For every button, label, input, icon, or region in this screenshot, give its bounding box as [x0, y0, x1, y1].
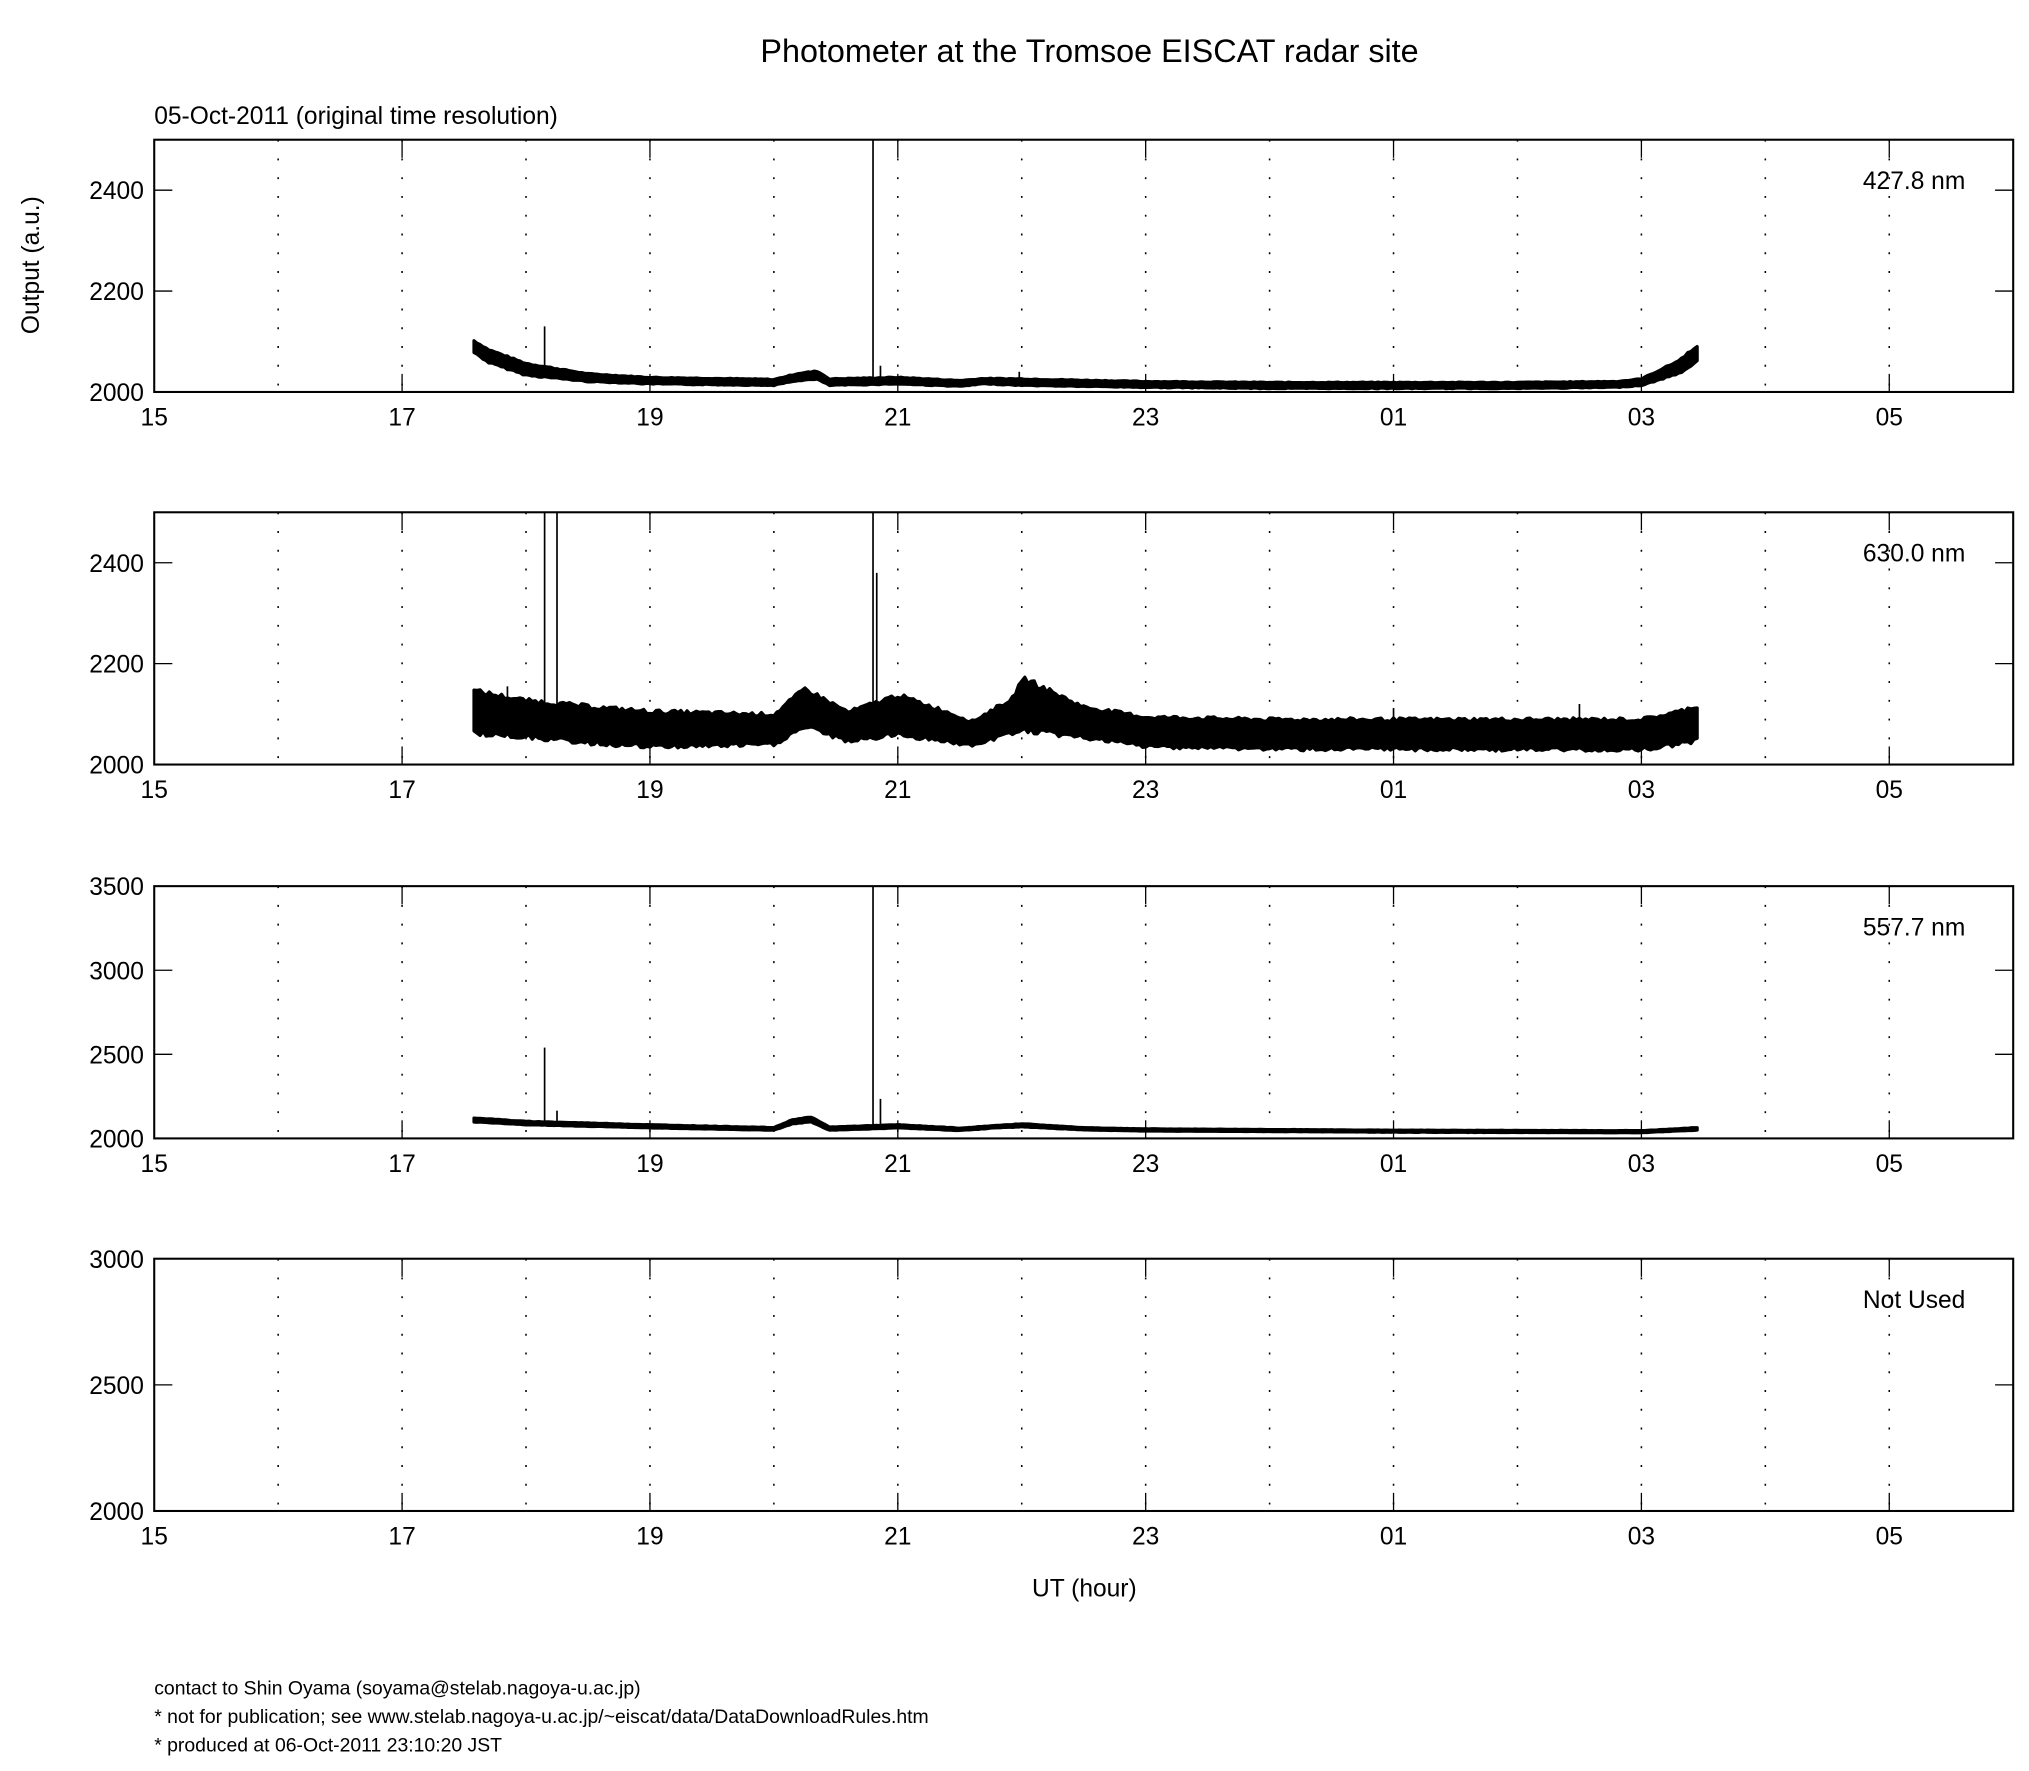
- x-tick-label: 21: [884, 1524, 911, 1551]
- x-tick-label: 21: [884, 405, 911, 432]
- x-tick-label: 19: [636, 1151, 663, 1178]
- chart-title: Photometer at the Tromsoe EISCAT radar s…: [760, 33, 1418, 69]
- x-axis-label: UT (hour): [1032, 1575, 1137, 1602]
- y-tick-label: 2200: [89, 279, 144, 306]
- x-tick-label: 19: [636, 405, 663, 432]
- footer-publication-note: * not for publication; see www.stelab.na…: [154, 1706, 928, 1728]
- panel-frame: [153, 1257, 2015, 1513]
- x-tick-label: 19: [636, 1524, 663, 1551]
- y-tick-label: 2400: [89, 551, 144, 578]
- x-tick-label: 03: [1628, 1151, 1655, 1178]
- x-tick-label: 23: [1132, 1524, 1159, 1551]
- data-series-557-7-nm: [472, 1115, 1699, 1135]
- x-tick-label: 01: [1380, 1151, 1407, 1178]
- x-tick-label: 15: [141, 1524, 168, 1551]
- data-series-630-0-nm: [472, 675, 1699, 753]
- panels: 15 17 19 21 23 01 03 05 2000 2200 2400 427.8 nm 15 17…: [89, 138, 2015, 1551]
- x-tick-label: 19: [636, 777, 663, 804]
- panel-frame: [153, 511, 2015, 766]
- x-tick-label: 05: [1876, 405, 1903, 432]
- y-tick-label: 2000: [89, 1499, 144, 1526]
- panel-frame: [153, 138, 2015, 394]
- data-series-427-8-nm: [472, 339, 1699, 391]
- panel-3: 15 17 19 21 23 01 03 05 2000 2500 3000 3500 557.7 nm: [89, 874, 2015, 1178]
- x-tick-label: 01: [1380, 777, 1407, 804]
- y-axis-label: Output (a.u.): [18, 196, 45, 334]
- x-tick-label: 01: [1380, 1524, 1407, 1551]
- y-tick-label: 3000: [89, 1247, 144, 1274]
- panel-wavelength-label: Not Used: [1863, 1287, 1965, 1314]
- x-tick-label: 05: [1876, 777, 1903, 804]
- x-tick-label: 17: [388, 405, 415, 432]
- x-tick-label: 21: [884, 777, 911, 804]
- x-tick-label: 23: [1132, 405, 1159, 432]
- y-tick-label: 2000: [89, 753, 144, 780]
- x-tick-label: 03: [1628, 1524, 1655, 1551]
- x-tick-label: 23: [1132, 777, 1159, 804]
- panel-wavelength-label: 630.0 nm: [1863, 540, 1965, 567]
- x-tick-label: 21: [884, 1151, 911, 1178]
- x-tick-label: 15: [141, 1151, 168, 1178]
- x-tick-label: 17: [388, 777, 415, 804]
- x-tick-label: 03: [1628, 405, 1655, 432]
- x-tick-label: 17: [388, 1524, 415, 1551]
- panel-frame: [153, 885, 2015, 1140]
- panel-2: 15 17 19 21 23 01 03 05 2000 2200 2400 630.0 nm: [89, 511, 2015, 804]
- x-tick-label: 15: [141, 777, 168, 804]
- x-tick-label: 05: [1876, 1524, 1903, 1551]
- y-tick-label: 2200: [89, 652, 144, 679]
- x-tick-label: 05: [1876, 1151, 1903, 1178]
- footer-produced-at: * produced at 06-Oct-2011 23:10:20 JST: [154, 1735, 502, 1757]
- panel-wavelength-label: 557.7 nm: [1863, 914, 1965, 941]
- x-tick-label: 01: [1380, 405, 1407, 432]
- x-tick-label: 15: [141, 405, 168, 432]
- panel-4: 15 17 19 21 23 01 03 05 2000 2500 3000 Not Used: [89, 1247, 2015, 1551]
- panel-1: 15 17 19 21 23 01 03 05 2000 2200 2400 427.8 nm: [89, 138, 2015, 432]
- chart-subtitle: 05-Oct-2011 (original time resolution): [154, 103, 558, 130]
- x-tick-label: 23: [1132, 1151, 1159, 1178]
- y-tick-label: 2500: [89, 1373, 144, 1400]
- y-tick-label: 2000: [89, 1126, 144, 1153]
- y-tick-label: 2000: [89, 380, 144, 407]
- y-tick-label: 2400: [89, 178, 144, 205]
- y-tick-label: 3000: [89, 958, 144, 985]
- x-tick-label: 03: [1628, 777, 1655, 804]
- footer-contact: contact to Shin Oyama (soyama@stelab.nag…: [154, 1678, 640, 1700]
- x-tick-label: 17: [388, 1151, 415, 1178]
- y-tick-label: 2500: [89, 1042, 144, 1069]
- panel-wavelength-label: 427.8 nm: [1863, 168, 1965, 195]
- y-tick-label: 3500: [89, 874, 144, 901]
